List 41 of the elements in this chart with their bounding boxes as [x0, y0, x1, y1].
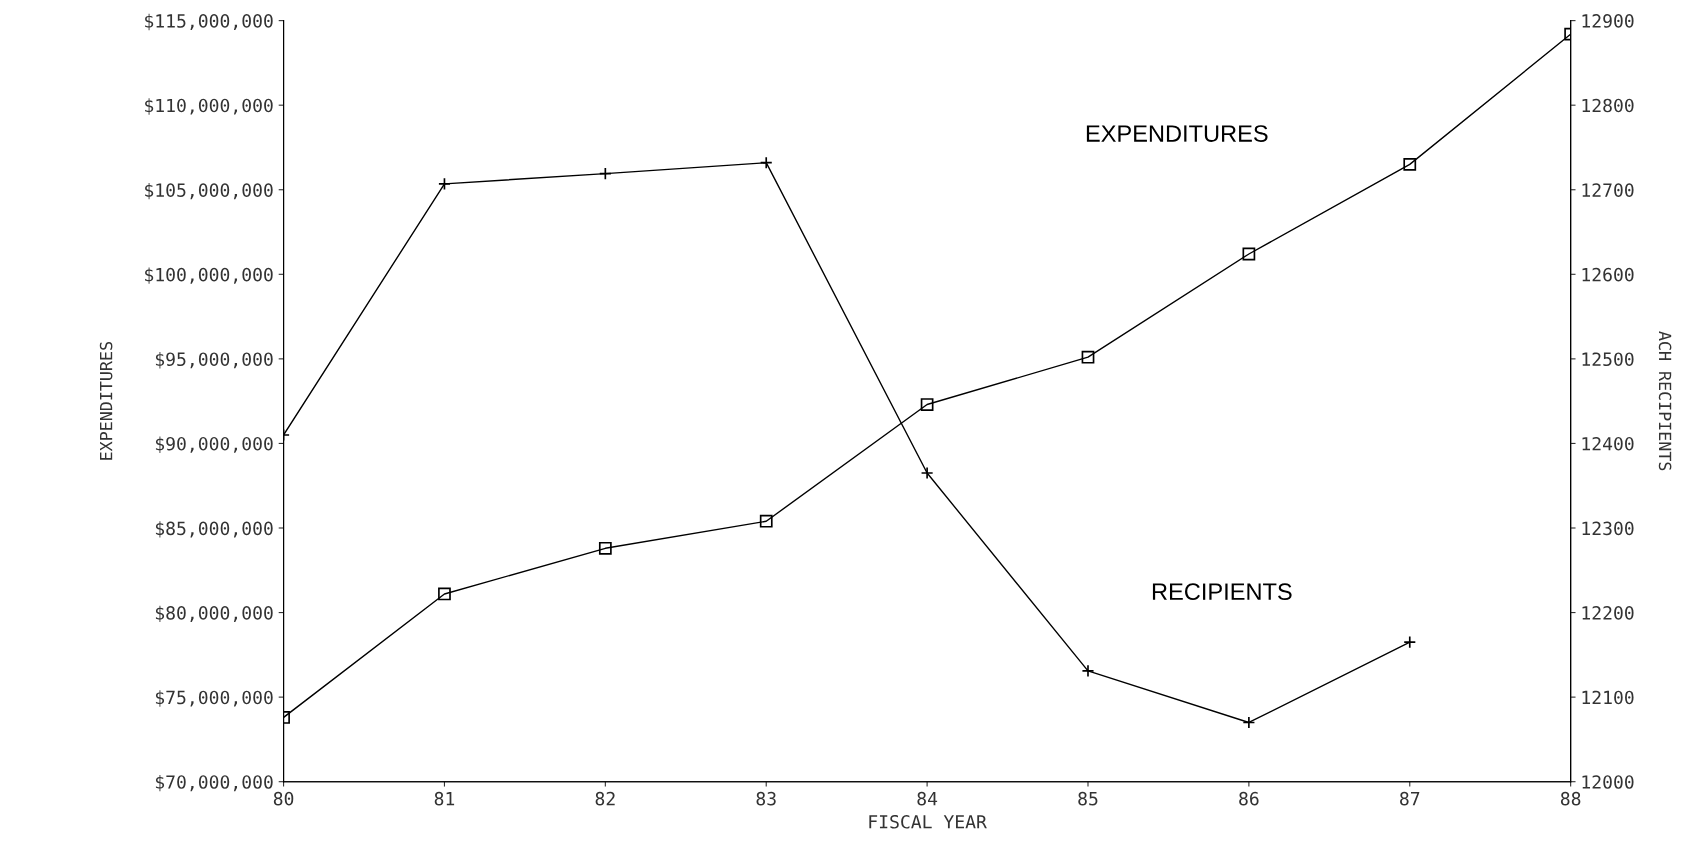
y-tick-label: $100,000,000: [145, 267, 273, 284]
x-tick-label: 84: [917, 791, 938, 806]
x-tick-label: 86: [1239, 791, 1259, 806]
x-tick-label: 81: [434, 791, 455, 806]
y-tick-label: $80,000,000: [155, 605, 273, 623]
y-tick-label: $90,000,000: [155, 436, 273, 453]
y2-tick-label: 12000: [1582, 775, 1634, 789]
point: [920, 398, 934, 411]
annotation: RECIPIENTS: [1152, 583, 1292, 601]
x-tick-label: 82: [595, 791, 615, 806]
x-tick-label: 87: [1400, 791, 1420, 806]
y-tick-label: $75,000,000: [155, 690, 273, 707]
y2-tick-label: 12400: [1582, 436, 1634, 451]
point: [759, 514, 773, 528]
y2-tick-label: 12600: [1582, 267, 1634, 282]
y2-tick-label: 12200: [1582, 606, 1634, 620]
point: [1403, 157, 1417, 171]
y2-tick-label: 12300: [1582, 521, 1634, 536]
x-tick-label: 88: [1560, 791, 1581, 806]
y2-tick-label: 12500: [1582, 352, 1634, 367]
x-axis-title: FISCAL YEAR: [869, 814, 987, 829]
y2-axis-title: ACH RECIPIENTS: [1658, 331, 1672, 471]
y-tick-label: $110,000,000: [145, 98, 273, 115]
y-tick-label: $70,000,000: [155, 774, 273, 792]
point: [1081, 350, 1095, 364]
point: [1242, 247, 1256, 261]
y-tick-label: $85,000,000: [155, 521, 273, 538]
y-tick-label: $105,000,000: [145, 182, 273, 200]
y2-tick-label: 12100: [1582, 690, 1634, 705]
x-tick-label: 85: [1078, 791, 1098, 806]
y2-tick-label: 12700: [1582, 183, 1634, 197]
y2-tick-label: 12900: [1582, 14, 1634, 28]
annotation: EXPENDITURES: [1086, 125, 1268, 142]
y-tick-label: $115,000,000: [145, 13, 273, 31]
y2-tick-label: 12800: [1582, 98, 1634, 113]
x-tick-label: 83: [756, 791, 776, 806]
y-tick-label: $95,000,000: [155, 352, 273, 369]
point: [598, 541, 612, 555]
y-axis-title: EXPENDITURES: [99, 342, 113, 460]
x-tick-label: 80: [273, 791, 294, 806]
point: [438, 587, 451, 601]
